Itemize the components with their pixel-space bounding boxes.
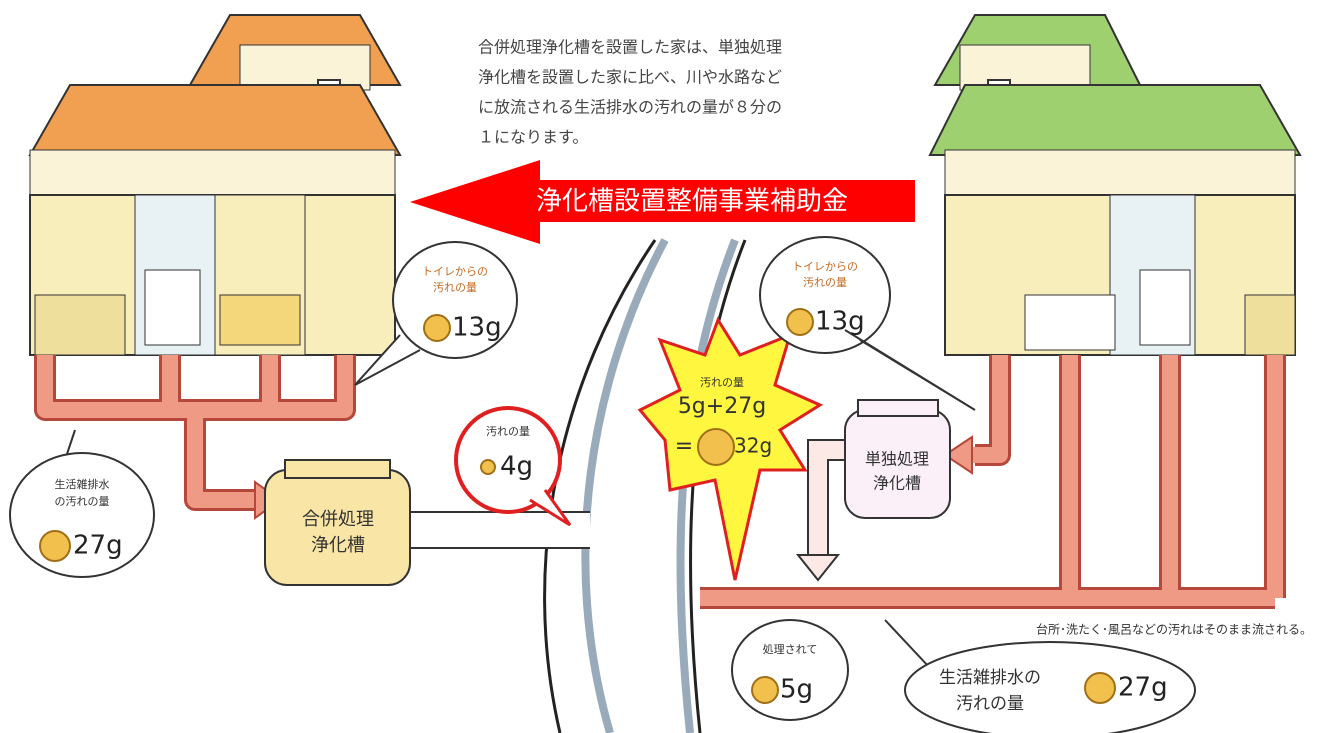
shape	[698, 429, 734, 465]
single-tank: 単独処理 浄化槽	[845, 400, 950, 518]
shape	[885, 620, 930, 668]
shape	[40, 531, 70, 561]
label: 生活雑排水の	[939, 668, 1041, 688]
left-house	[30, 15, 400, 355]
label: 5g	[780, 675, 813, 705]
label: =	[675, 434, 693, 459]
right-toilet-bubble: トイレからの 汚れの量 13g	[760, 237, 975, 410]
shape	[798, 555, 838, 580]
label: 5g+27g	[678, 394, 766, 419]
label: 4g	[500, 452, 533, 482]
label: の汚れの量	[55, 495, 110, 508]
label: 単独処理	[865, 450, 929, 469]
right-graywater-bubble: 生活雑排水の 汚れの量 27g	[885, 620, 1195, 733]
shape	[818, 450, 845, 555]
label: 合併処理	[302, 509, 374, 530]
label: 合併処理浄化槽を設置した家は、単独処理	[478, 38, 782, 57]
treated-bubble: 処理されて 5g	[732, 620, 848, 720]
label: トイレからの	[792, 260, 858, 273]
label: 処理されて	[763, 643, 818, 656]
label: 32g	[734, 434, 772, 458]
shape	[424, 315, 450, 341]
label: 13g	[452, 313, 502, 343]
label: 汚れの量	[803, 276, 847, 289]
combined-tank: 合併処理 浄化槽	[265, 460, 410, 585]
right-house	[930, 15, 1300, 355]
label: 汚れの量	[433, 281, 477, 294]
shape	[960, 45, 1090, 90]
label: 浄化槽を設置した家に比べ、川や水路など	[478, 68, 782, 87]
shape	[585, 240, 665, 733]
shape	[945, 150, 1295, 195]
subsidy-arrow: 浄化槽設置整備事業補助金	[410, 160, 915, 244]
label: 浄化槽	[311, 535, 365, 556]
shape	[145, 270, 200, 345]
diagram: 合併処理浄化槽を設置した家は、単独処理 浄化槽を設置した家に比べ、川や水路など …	[0, 0, 1322, 733]
shape	[858, 400, 938, 416]
shape	[240, 45, 370, 90]
river-total-star: 汚れの量 5g+27g = 32g	[640, 320, 820, 580]
shape	[545, 240, 655, 733]
shape	[752, 677, 778, 703]
description: 合併処理浄化槽を設置した家は、単独処理 浄化槽を設置した家に比べ、川や水路など …	[478, 38, 782, 147]
label: トイレからの	[422, 265, 488, 278]
label: 生活雑排水	[55, 477, 110, 491]
discharge-bubble: 汚れの量 4g	[456, 408, 570, 525]
label: 汚れの量	[700, 376, 744, 389]
left-graywater-bubble: 生活雑排水 の汚れの量 27g	[10, 430, 154, 577]
shape	[285, 460, 390, 478]
label: 浄化槽	[873, 474, 921, 493]
label: 汚れの量	[486, 425, 530, 438]
label: に放流される生活排水の汚れの量が８分の	[478, 98, 782, 117]
shape	[220, 295, 300, 345]
label: 浄化槽設置整備事業補助金	[536, 187, 848, 217]
shape	[1085, 673, 1115, 703]
shape	[930, 85, 1300, 155]
label: 汚れの量	[956, 694, 1024, 714]
note: 台所･洗たく･風呂などの汚れはそのまま流される。	[1036, 622, 1312, 637]
shape	[1245, 295, 1295, 355]
shape	[35, 295, 125, 355]
shape	[1140, 270, 1190, 345]
label: 27g	[73, 531, 123, 561]
shape	[1025, 295, 1115, 350]
shape	[732, 620, 848, 720]
shape	[30, 150, 395, 195]
label: １になります。	[478, 128, 588, 147]
shape	[30, 85, 400, 155]
label: 13g	[815, 307, 865, 337]
label: 27g	[1118, 673, 1168, 703]
shape	[481, 460, 495, 474]
shape	[787, 309, 813, 335]
